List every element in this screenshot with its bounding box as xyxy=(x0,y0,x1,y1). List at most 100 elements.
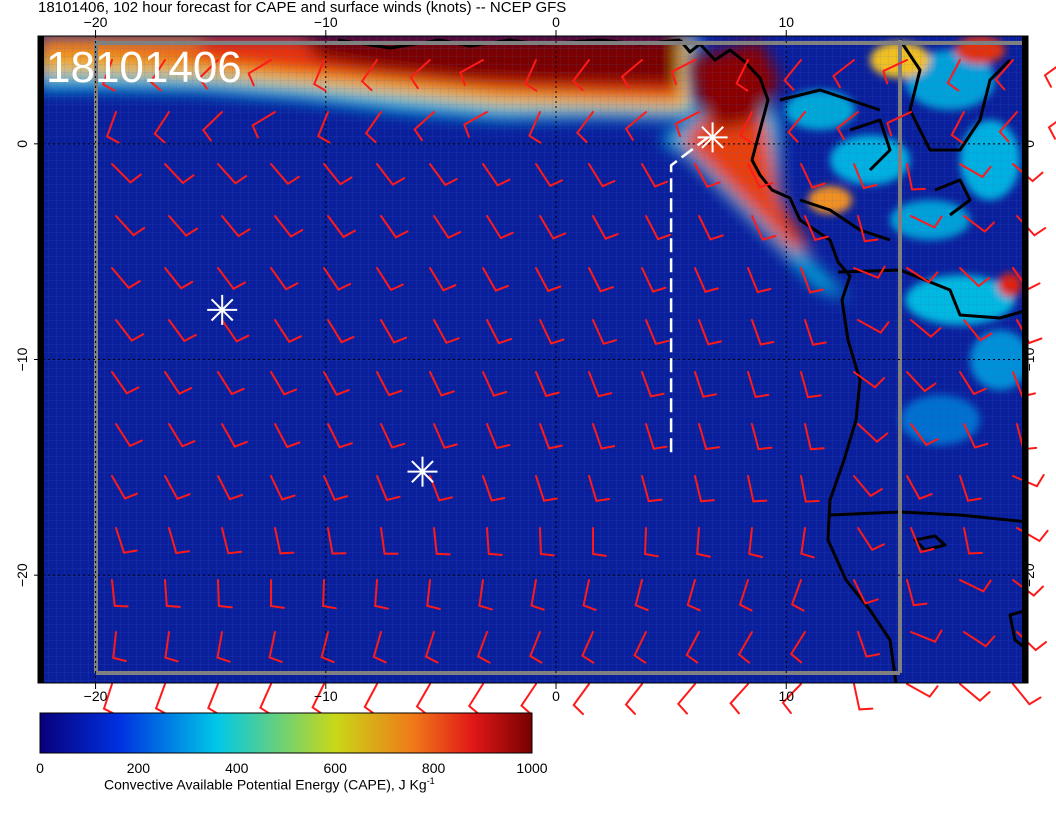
wind-barb xyxy=(115,319,145,342)
wind-barb xyxy=(270,267,299,291)
star-marker xyxy=(697,122,728,153)
wind-barb xyxy=(783,59,802,91)
lat-tick-label-right: 0 xyxy=(1021,140,1037,148)
wind-barb xyxy=(963,319,993,342)
wind-barb xyxy=(787,111,806,143)
wind-barb xyxy=(1012,163,1044,183)
wind-barb xyxy=(476,631,491,664)
wind-barb xyxy=(433,215,462,239)
wind-barb xyxy=(1047,120,1056,140)
colorbar-tick-label: 200 xyxy=(127,760,151,776)
wind-barb xyxy=(270,475,296,501)
wind-barb xyxy=(111,267,141,290)
wind-barb xyxy=(153,111,170,144)
wind-barb xyxy=(670,59,696,86)
wind-barb xyxy=(520,683,537,716)
wind-barb xyxy=(906,579,928,607)
wind-barb xyxy=(482,371,508,397)
wind-barb xyxy=(221,527,243,555)
wind-barb xyxy=(168,423,196,448)
wind-barb xyxy=(313,59,327,92)
wind-barb xyxy=(535,475,558,502)
wind-barb xyxy=(168,527,190,555)
wind-barb xyxy=(747,163,774,189)
wind-barb xyxy=(790,579,805,612)
wind-barb xyxy=(789,631,806,664)
wind-barb xyxy=(529,631,543,664)
wind-barb xyxy=(327,527,347,555)
wind-barb xyxy=(994,59,1014,91)
wind-barb xyxy=(380,215,409,239)
wind-barb xyxy=(641,163,669,188)
wind-barb xyxy=(274,527,295,555)
wind-barb xyxy=(217,163,248,185)
colorbar-tick-label: 600 xyxy=(324,760,348,776)
wind-barb xyxy=(739,111,753,144)
wind-barb xyxy=(644,527,659,558)
wind-barb xyxy=(853,579,879,605)
wind-barb xyxy=(376,475,401,502)
forecast-track xyxy=(669,136,709,453)
wind-barb xyxy=(164,371,193,395)
wind-barb xyxy=(588,267,614,293)
wind-barb xyxy=(486,215,514,240)
wind-barb xyxy=(748,527,763,558)
wind-barb xyxy=(588,475,611,503)
wind-barb xyxy=(882,59,908,85)
wind-barb xyxy=(101,59,116,92)
wind-barb xyxy=(374,579,389,610)
wind-barb xyxy=(528,111,542,144)
wind-barb xyxy=(1012,579,1044,597)
wind-barb xyxy=(320,631,335,664)
wind-barb xyxy=(1012,683,1042,706)
wind-barb xyxy=(694,163,721,189)
wind-barb xyxy=(910,629,943,643)
wind-barb xyxy=(274,215,304,238)
wind-barb xyxy=(115,527,138,554)
wind-barb xyxy=(323,267,352,291)
wind-barb xyxy=(592,423,616,450)
wind-barb xyxy=(164,267,194,290)
wind-barb xyxy=(906,475,933,500)
lat-tick-label-right: −10 xyxy=(1021,347,1037,371)
star-marker xyxy=(407,456,438,487)
wind-barb xyxy=(857,423,889,444)
wind-barb xyxy=(694,267,719,293)
wind-barb xyxy=(415,683,431,716)
wind-barb xyxy=(963,215,995,233)
wind-barb xyxy=(698,319,722,346)
wind-barb xyxy=(111,163,142,184)
wind-barb xyxy=(1016,319,1043,345)
wind-barb xyxy=(576,111,594,143)
wind-barb xyxy=(323,475,349,502)
wind-barb xyxy=(906,371,937,393)
colorbar-tick-label: 800 xyxy=(422,760,446,776)
wind-barb xyxy=(323,163,353,186)
wind-barb xyxy=(112,631,127,662)
wind-barb xyxy=(857,527,885,552)
wind-barb xyxy=(624,111,647,141)
wind-barb xyxy=(539,319,565,345)
wind-barb xyxy=(380,527,399,555)
wind-barb xyxy=(959,267,990,288)
wind-barb xyxy=(800,371,822,399)
lon-tick-label-top: 0 xyxy=(552,14,560,30)
wind-barb xyxy=(486,527,503,556)
wind-barb xyxy=(588,163,616,188)
colorbar-tick-label: 1000 xyxy=(516,760,547,776)
wind-barb xyxy=(168,319,197,343)
location-markers xyxy=(207,122,728,487)
wind-barb xyxy=(698,215,724,241)
wind-barb xyxy=(380,319,408,344)
wind-barb xyxy=(1043,66,1056,88)
wind-barb xyxy=(535,163,563,188)
wind-barb xyxy=(592,527,607,557)
wind-barb xyxy=(959,163,992,179)
wind-barb xyxy=(963,631,996,648)
lon-tick-label-bottom: −10 xyxy=(314,688,338,704)
wind-barb xyxy=(429,163,458,187)
wind-barb xyxy=(413,111,435,142)
wind-barb xyxy=(376,371,403,397)
wind-barb xyxy=(207,683,221,716)
colorbar xyxy=(39,712,533,754)
